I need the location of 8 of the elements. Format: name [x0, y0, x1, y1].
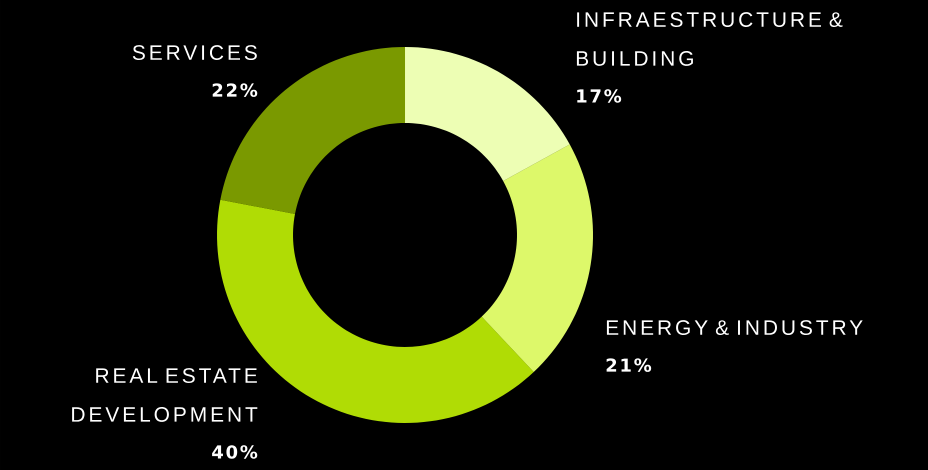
slice-label: SERVICES	[132, 45, 257, 60]
data-label: 21%	[606, 358, 652, 372]
slice-label: ENERGY & INDUSTRY	[606, 320, 863, 335]
slice-label: REAL ESTATE DEVELOPMENT	[72, 368, 258, 422]
slice-label: INFRAESTRUCTURE & BUILDING	[576, 12, 843, 66]
data-label: 17%	[577, 89, 622, 103]
data-label: 40%	[212, 445, 258, 459]
data-label: 22%	[212, 83, 258, 97]
